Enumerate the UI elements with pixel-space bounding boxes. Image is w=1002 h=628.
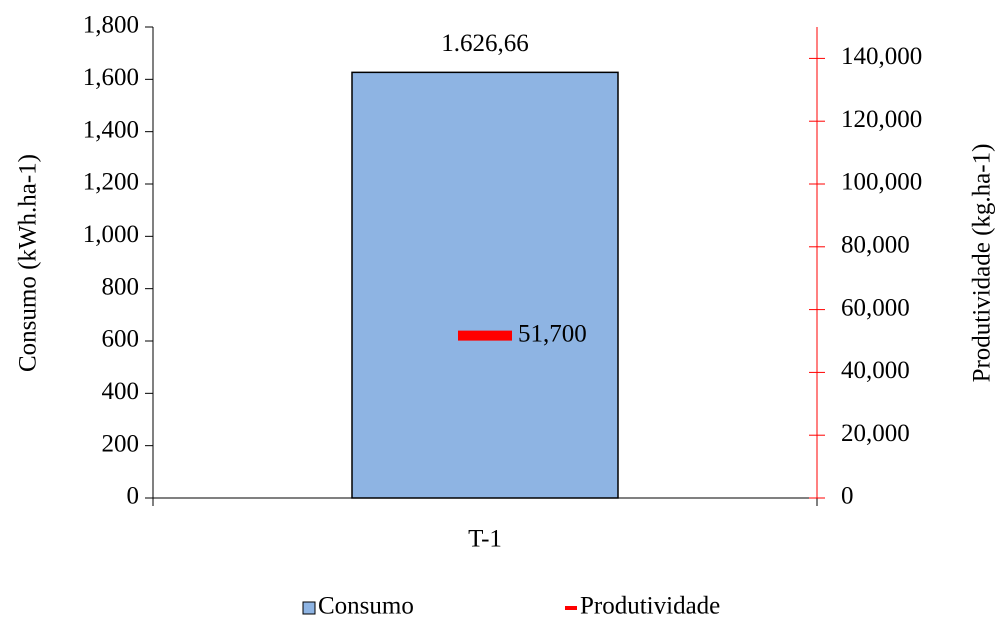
y2-tick-label: 0 (841, 483, 854, 510)
y-axis-label: Consumo (kWh.ha-1) (15, 154, 42, 372)
legend-swatch (302, 601, 316, 615)
y2-axis-label: Produtividade (kg.ha-1) (969, 144, 996, 383)
y2-tick-label: 60,000 (841, 294, 910, 321)
x-tick-label: T-1 (468, 526, 502, 553)
y2-tick-label: 20,000 (841, 420, 910, 447)
y-tick-label: 1,400 (83, 116, 139, 143)
y-tick-label: 1,000 (83, 221, 139, 248)
value-label: 51,700 (518, 320, 587, 347)
y2-tick-label: 120,000 (841, 106, 922, 133)
bar (351, 71, 619, 499)
y-tick-label: 600 (102, 326, 140, 353)
y-tick-label: 1,200 (83, 169, 139, 196)
legend-label: Produtividade (580, 593, 720, 620)
legend-label: Consumo (318, 593, 414, 620)
y-tick-label: 800 (102, 273, 140, 300)
y2-tick-label: 140,000 (841, 43, 922, 70)
y2-tick-label: 40,000 (841, 357, 910, 384)
value-label: 1.626,66 (441, 30, 529, 57)
y-tick-label: 1,600 (83, 64, 139, 91)
y2-tick-label: 100,000 (841, 169, 922, 196)
y2-tick-label: 80,000 (841, 232, 910, 259)
y-tick-label: 1,800 (83, 12, 139, 39)
y-tick-label: 200 (102, 430, 140, 457)
y-tick-label: 0 (127, 483, 140, 510)
y-tick-label: 400 (102, 378, 140, 405)
